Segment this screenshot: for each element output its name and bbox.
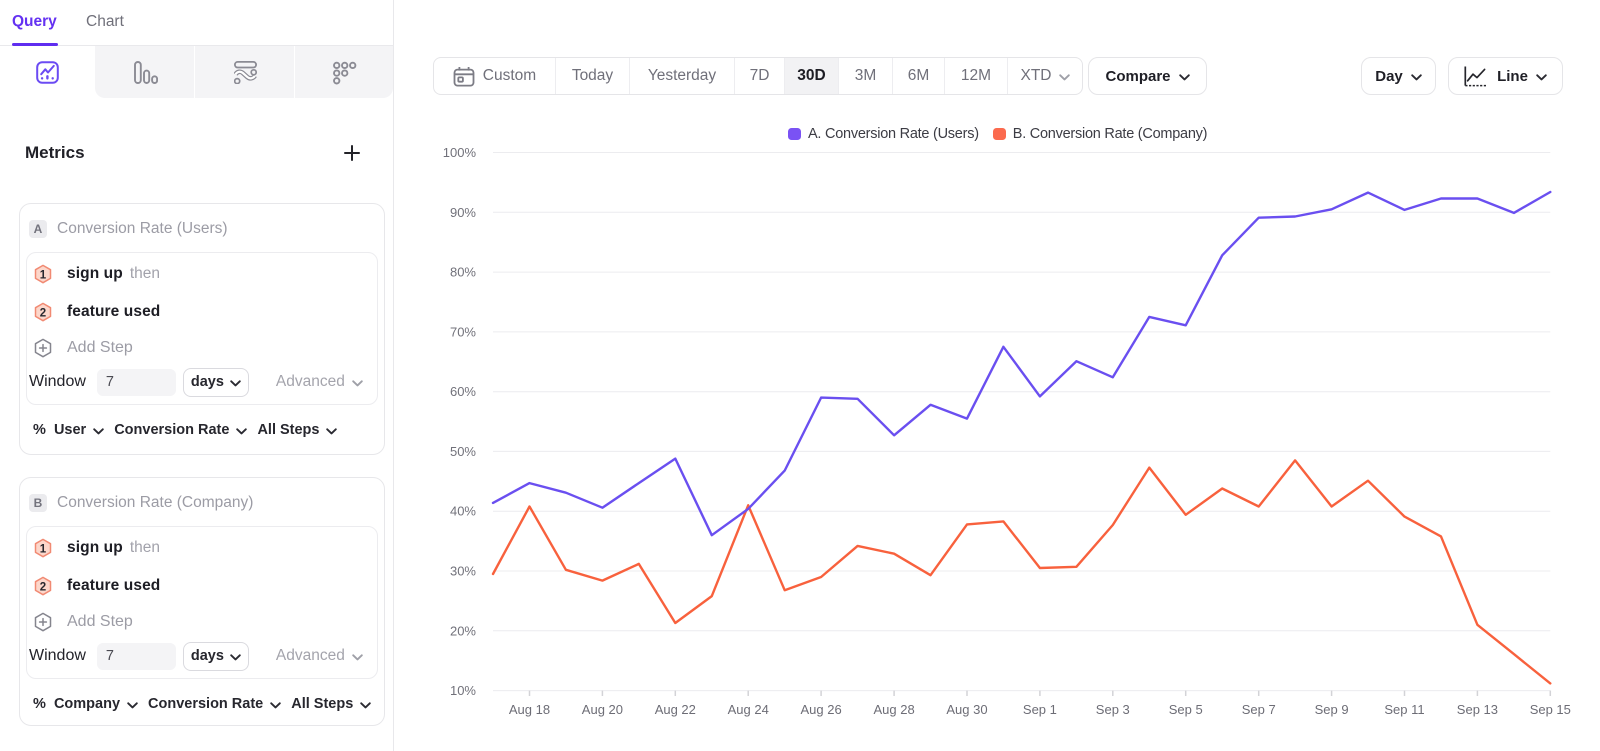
svg-text:Sep 15: Sep 15 [1530, 702, 1571, 717]
svg-text:10%: 10% [450, 683, 476, 698]
svg-text:Sep 3: Sep 3 [1096, 702, 1130, 717]
svg-text:Sep 13: Sep 13 [1457, 702, 1498, 717]
svg-text:Aug 28: Aug 28 [873, 702, 914, 717]
svg-text:20%: 20% [450, 623, 476, 638]
svg-text:Aug 22: Aug 22 [655, 702, 696, 717]
svg-text:2: 2 [40, 307, 46, 319]
svg-text:Sep 5: Sep 5 [1169, 702, 1203, 717]
svg-text:Aug 26: Aug 26 [800, 702, 841, 717]
svg-text:Aug 24: Aug 24 [728, 702, 769, 717]
svg-text:50%: 50% [450, 444, 476, 459]
svg-text:Sep 1: Sep 1 [1023, 702, 1057, 717]
svg-text:Sep 7: Sep 7 [1242, 702, 1276, 717]
svg-text:60%: 60% [450, 384, 476, 399]
svg-text:70%: 70% [450, 324, 476, 339]
svg-text:Aug 30: Aug 30 [946, 702, 987, 717]
svg-text:Aug 20: Aug 20 [582, 702, 623, 717]
svg-text:80%: 80% [450, 265, 476, 280]
svg-text:1: 1 [40, 269, 47, 281]
svg-text:100%: 100% [443, 145, 477, 160]
svg-text:1: 1 [40, 543, 47, 555]
svg-text:Sep 11: Sep 11 [1384, 702, 1424, 717]
svg-text:2: 2 [40, 581, 46, 593]
svg-text:Sep 9: Sep 9 [1315, 702, 1349, 717]
svg-text:Aug 18: Aug 18 [509, 702, 550, 717]
svg-text:40%: 40% [450, 504, 476, 519]
svg-text:90%: 90% [450, 205, 476, 220]
svg-text:30%: 30% [450, 564, 476, 579]
